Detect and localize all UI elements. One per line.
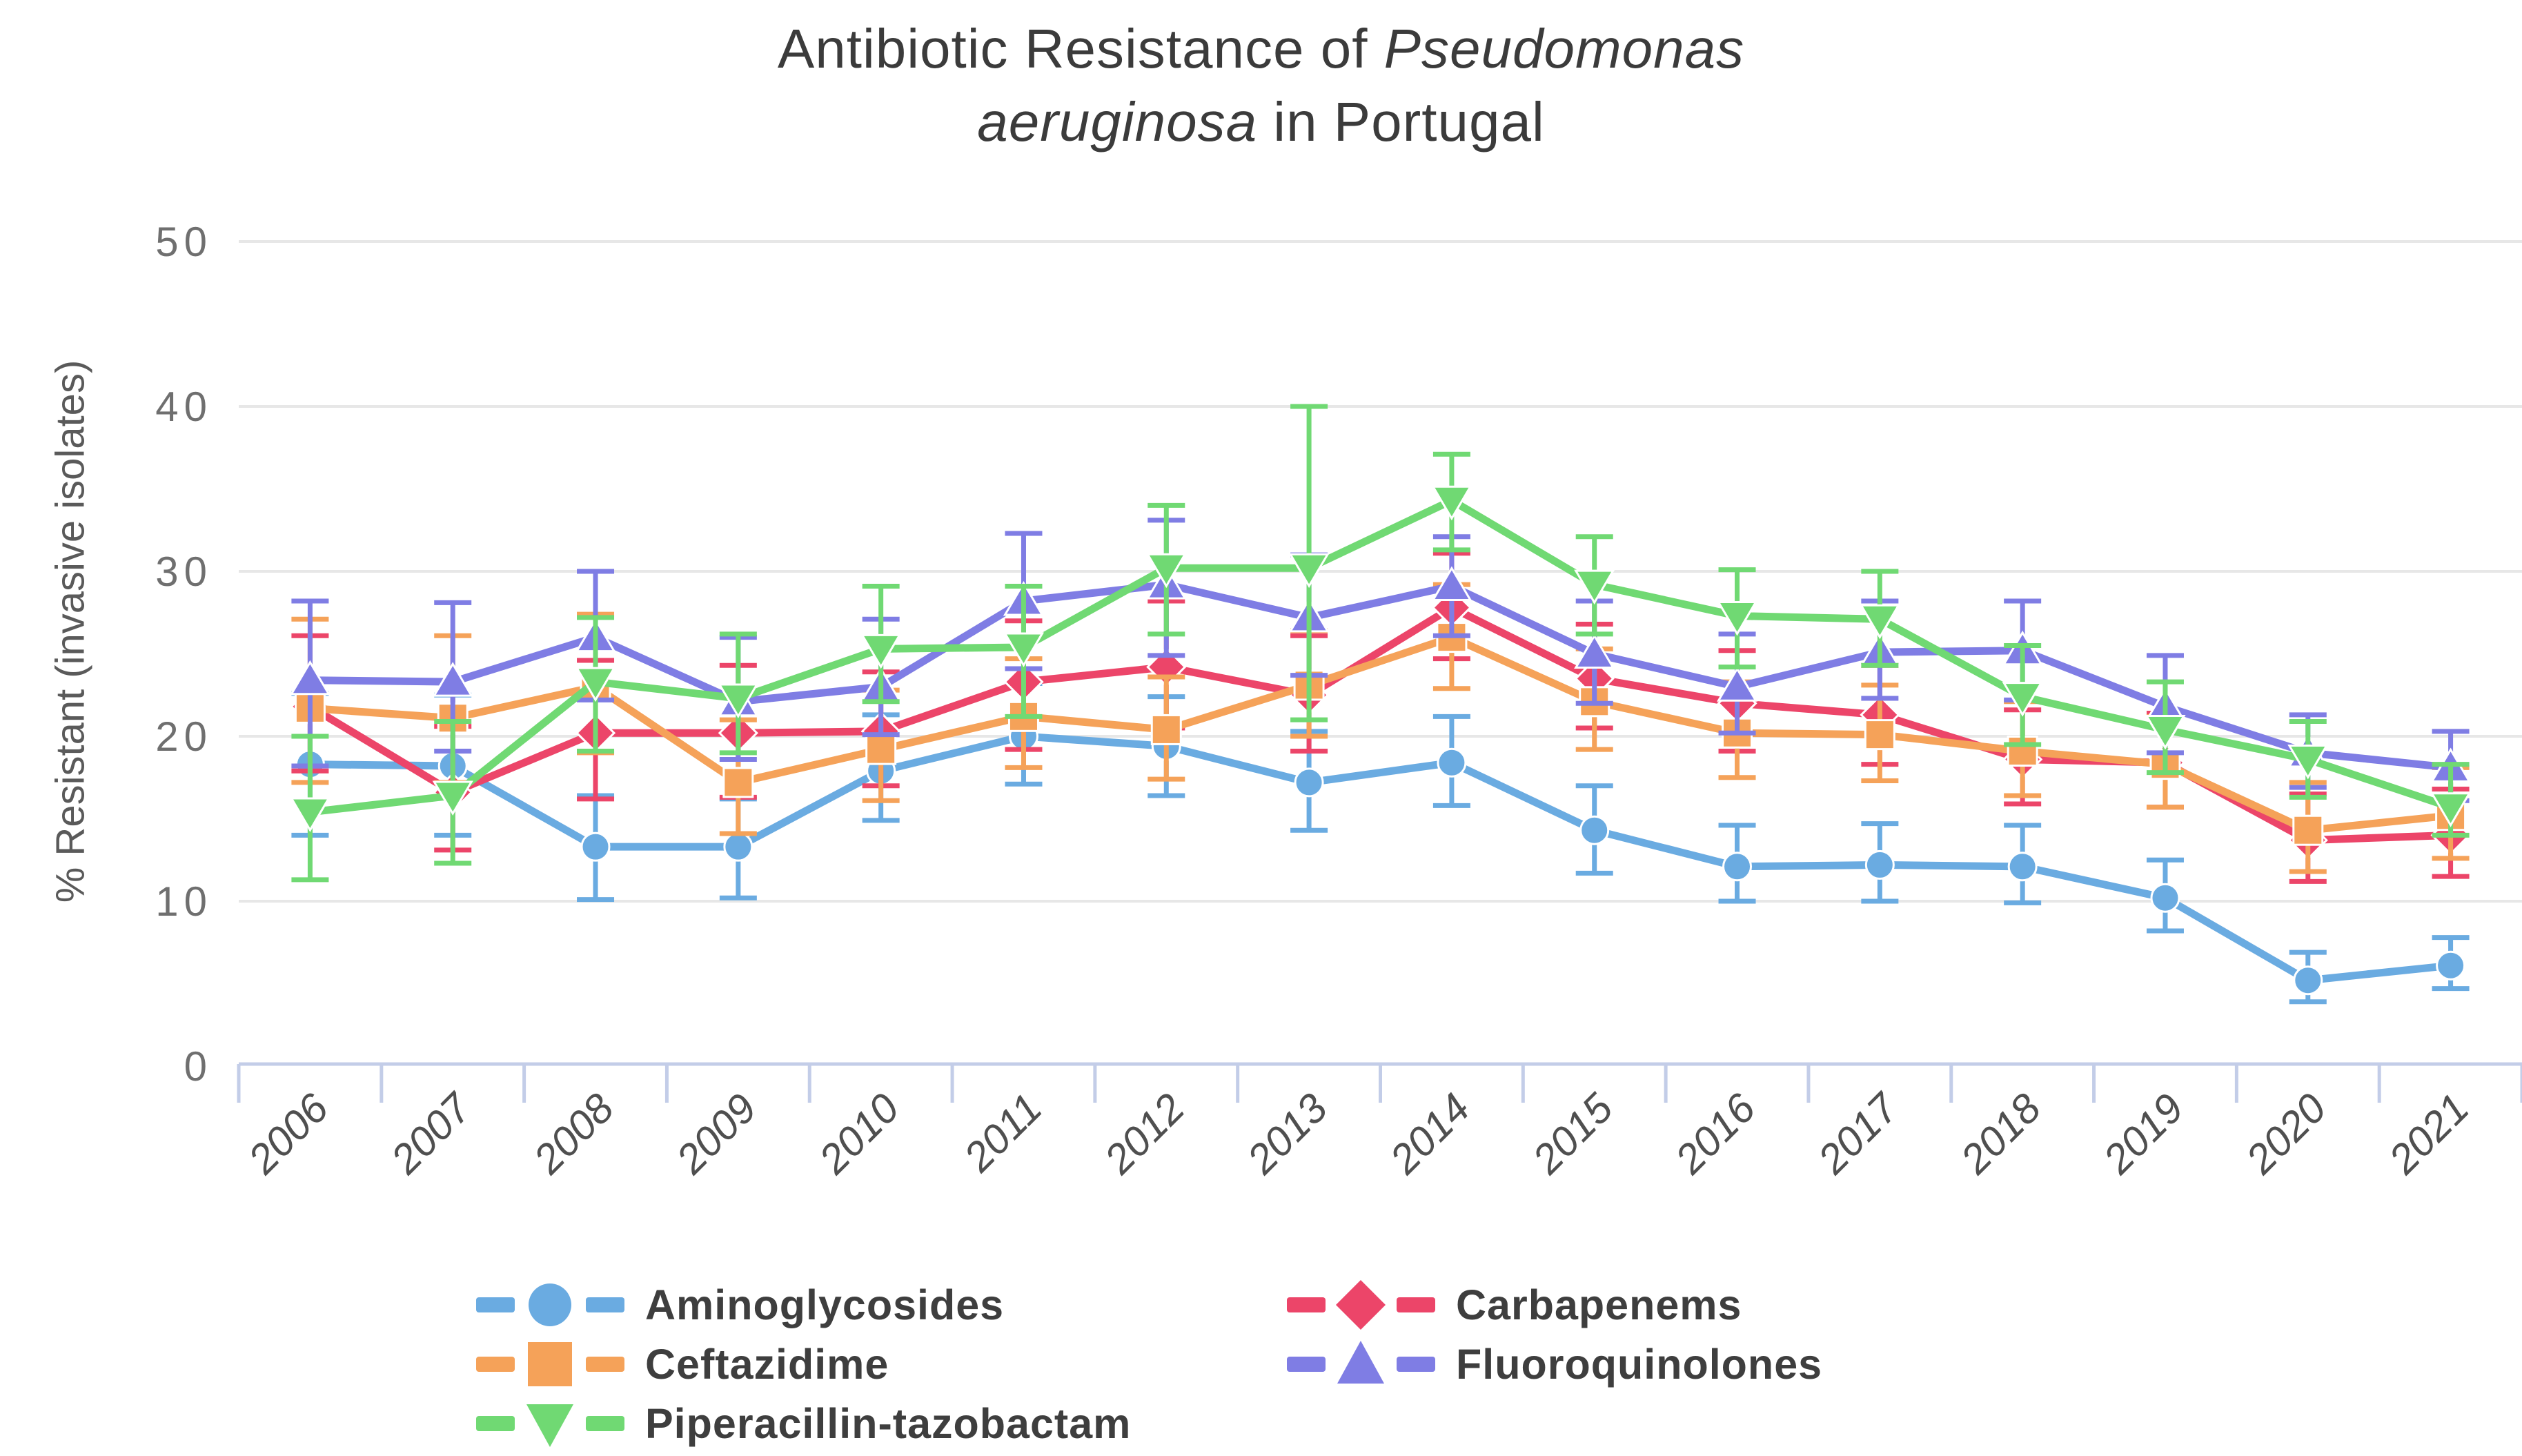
marker-piperacillin-tazobactam-2016 — [1716, 601, 1758, 636]
series-line-fluoroquinolones — [306, 580, 2455, 771]
legend-item-piperacillin-tazobactam: Piperacillin-tazobactam — [476, 1397, 1287, 1450]
marker-fluoroquinolones-2007 — [432, 662, 473, 697]
chart-title: Antibiotic Resistance of Pseudomonas aer… — [0, 12, 2522, 158]
marker-aminoglycosides-2020 — [2293, 965, 2323, 996]
y-tick-label-0: 0 — [184, 1043, 213, 1090]
marker-piperacillin-tazobactam-2021 — [2430, 792, 2472, 827]
legend-marker-circle-icon — [476, 1283, 624, 1326]
marker-piperacillin-tazobactam-2013 — [1288, 553, 1330, 589]
legend-label-carbapenems: Carbapenems — [1456, 1281, 1742, 1328]
marker-piperacillin-tazobactam-2014 — [1431, 485, 1472, 521]
legend-item-ceftazidime: Ceftazidime — [476, 1338, 1287, 1390]
marker-piperacillin-tazobactam-2019 — [2145, 714, 2186, 750]
x-tick-label-2012: 2012 — [1095, 1085, 1193, 1183]
legend-item-fluoroquinolones: Fluoroquinolones — [1287, 1338, 1822, 1390]
marker-aminoglycosides-2021 — [2436, 950, 2466, 981]
marker-fluoroquinolones-2015 — [1574, 633, 1615, 669]
legend-label-piperacillin-tazobactam: Piperacillin-tazobactam — [645, 1400, 1132, 1447]
marker-ceftazidime-2009 — [722, 767, 754, 798]
x-tick-label-2011: 2011 — [954, 1085, 1050, 1181]
series-line-ceftazidime — [306, 633, 2455, 834]
x-tick-label-2019: 2019 — [2094, 1085, 2192, 1183]
marker-piperacillin-tazobactam-2008 — [575, 667, 616, 702]
x-tick-label-2021: 2021 — [2379, 1085, 2477, 1183]
marker-piperacillin-tazobactam-2006 — [289, 797, 331, 832]
series-line-aminoglycosides — [306, 732, 2455, 985]
marker-piperacillin-tazobactam-2012 — [1145, 553, 1187, 589]
legend-marker-square-icon — [476, 1342, 624, 1386]
marker-aminoglycosides-2017 — [1864, 849, 1895, 880]
x-tick-label-2006: 2006 — [239, 1084, 337, 1183]
x-tick-label-2014: 2014 — [1381, 1085, 1479, 1183]
marker-aminoglycosides-2013 — [1294, 767, 1324, 798]
marker-piperacillin-tazobactam-2015 — [1574, 569, 1615, 605]
y-tick-label-50: 50 — [155, 219, 213, 265]
marker-aminoglycosides-2018 — [2007, 852, 2038, 882]
marker-piperacillin-tazobactam-2017 — [1859, 604, 1900, 640]
marker-fluoroquinolones-2014 — [1431, 566, 1472, 602]
marker-piperacillin-tazobactam-2007 — [432, 780, 473, 816]
x-tick-label-2015: 2015 — [1523, 1084, 1622, 1183]
legend-label-aminoglycosides: Aminoglycosides — [645, 1281, 1005, 1328]
x-tick-label-2007: 2007 — [382, 1083, 481, 1183]
marker-piperacillin-tazobactam-2018 — [2002, 682, 2043, 717]
marker-piperacillin-tazobactam-2011 — [1003, 632, 1045, 667]
marker-aminoglycosides-2015 — [1579, 815, 1610, 845]
legend-item-aminoglycosides: Aminoglycosides — [476, 1279, 1287, 1331]
legend-label-fluoroquinolones: Fluoroquinolones — [1456, 1341, 1823, 1388]
y-tick-label-20: 20 — [155, 714, 213, 760]
y-tick-label-30: 30 — [155, 549, 213, 595]
legend-marker-triangle-down-icon — [476, 1404, 624, 1447]
marker-ceftazidime-2017 — [1864, 719, 1895, 751]
marker-aminoglycosides-2009 — [723, 832, 753, 862]
marker-piperacillin-tazobactam-2009 — [718, 683, 759, 718]
x-axis-line — [237, 1062, 2522, 1103]
marker-ceftazidime-2010 — [865, 734, 897, 765]
marker-aminoglycosides-2019 — [2150, 883, 2180, 913]
x-tick-label-2018: 2018 — [1951, 1084, 2050, 1183]
title-species-epithet: aeruginosa — [977, 90, 1258, 153]
series-line-piperacillin-tazobactam — [306, 496, 2455, 816]
y-tick-label-10: 10 — [155, 878, 213, 925]
marker-ceftazidime-2012 — [1150, 714, 1182, 745]
x-tick-label-2017: 2017 — [1809, 1083, 1908, 1183]
x-tick-label-2009: 2009 — [667, 1085, 765, 1183]
marker-piperacillin-tazobactam-2020 — [2287, 744, 2329, 780]
marker-piperacillin-tazobactam-2010 — [860, 633, 902, 669]
legend-label-ceftazidime: Ceftazidime — [645, 1341, 889, 1388]
marker-aminoglycosides-2008 — [580, 832, 611, 862]
x-tick-label-2020: 2020 — [2237, 1085, 2335, 1183]
y-tick-label-40: 40 — [155, 384, 213, 430]
marker-ceftazidime-2020 — [2292, 814, 2324, 846]
chart-title-line1: Antibiotic Resistance of Pseudomonas — [0, 12, 2522, 86]
title-text: Antibiotic Resistance of — [777, 18, 1384, 79]
chart-title-line2: aeruginosa in Portugal — [0, 86, 2522, 159]
x-tick-label-2010: 2010 — [809, 1085, 907, 1183]
chart-legend: Aminoglycosides Carbapenems Ceftazidime Flu… — [476, 1275, 1822, 1453]
marker-aminoglycosides-2014 — [1437, 747, 1467, 778]
legend-item-carbapenems: Carbapenems — [1287, 1279, 1822, 1331]
title-species-genus: Pseudomonas — [1383, 18, 1745, 79]
title-text-end: in Portugal — [1257, 90, 1545, 153]
plot-area: 0 10 20 30 40 50 2006 2007 2008 2009 2010 2011 2012 2… — [155, 219, 2522, 1183]
marker-aminoglycosides-2016 — [1722, 852, 1753, 882]
x-tick-label-2008: 2008 — [524, 1084, 623, 1183]
x-tick-label-2013: 2013 — [1238, 1085, 1336, 1183]
legend-marker-triangle-up-icon — [1287, 1341, 1435, 1384]
marker-fluoroquinolones-2006 — [289, 660, 331, 696]
marker-fluoroquinolones-2016 — [1716, 667, 1758, 702]
legend-marker-diamond-icon — [1287, 1280, 1435, 1330]
x-tick-label-2016: 2016 — [1666, 1084, 1764, 1183]
